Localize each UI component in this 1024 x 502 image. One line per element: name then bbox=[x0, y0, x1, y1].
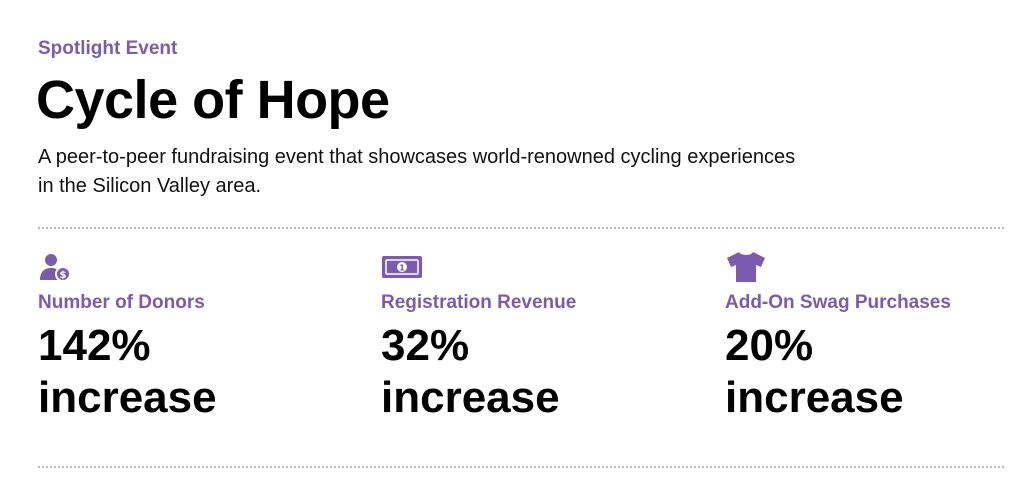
page-title: Cycle of Hope bbox=[36, 70, 390, 130]
stat-registration-revenue: 1 Registration Revenue 32% increase bbox=[381, 250, 701, 424]
divider-top bbox=[38, 227, 1004, 229]
event-description: A peer-to-peer fundraising event that sh… bbox=[38, 146, 796, 197]
svg-text:1: 1 bbox=[399, 264, 405, 273]
stat-unit: increase bbox=[381, 373, 560, 422]
stat-value: 142% bbox=[38, 321, 151, 370]
tshirt-icon bbox=[725, 250, 1024, 284]
divider-bottom bbox=[38, 466, 1004, 468]
eyebrow-label: Spotlight Event bbox=[38, 38, 178, 59]
stat-label: Number of Donors bbox=[38, 292, 205, 313]
stat-label: Registration Revenue bbox=[381, 292, 577, 313]
stat-value: 32% bbox=[381, 321, 470, 370]
svg-text:$: $ bbox=[60, 270, 67, 281]
donor-icon: $ bbox=[38, 250, 358, 284]
money-bill-icon: 1 bbox=[381, 250, 701, 284]
stat-label: Add-On Swag Purchases bbox=[725, 292, 951, 313]
stat-unit: increase bbox=[725, 373, 904, 422]
stat-number-of-donors: $ Number of Donors 142% increase bbox=[38, 250, 358, 424]
stat-value: 20% bbox=[725, 321, 814, 370]
stat-add-on-swag-purchases: Add-On Swag Purchases 20% increase bbox=[725, 250, 1024, 424]
stat-unit: increase bbox=[38, 373, 217, 422]
